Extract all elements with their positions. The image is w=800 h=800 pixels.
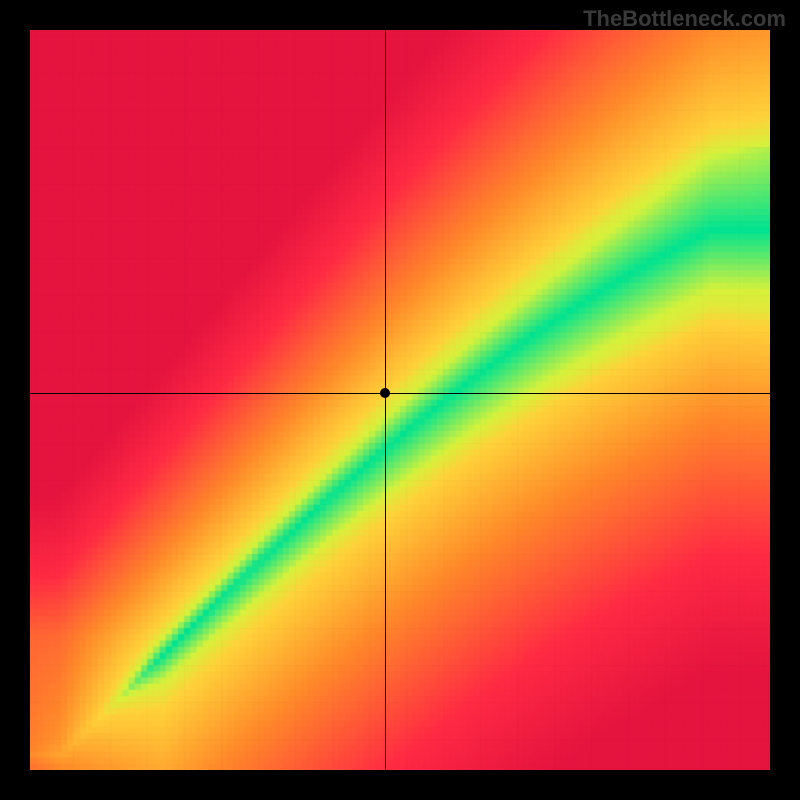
chart-container: TheBottleneck.com bbox=[0, 0, 800, 800]
heatmap-canvas bbox=[30, 30, 770, 770]
heatmap-plot bbox=[30, 30, 770, 770]
crosshair-vertical bbox=[385, 30, 386, 770]
watermark-text: TheBottleneck.com bbox=[583, 6, 786, 32]
crosshair-horizontal bbox=[30, 393, 770, 394]
crosshair-dot bbox=[380, 388, 390, 398]
